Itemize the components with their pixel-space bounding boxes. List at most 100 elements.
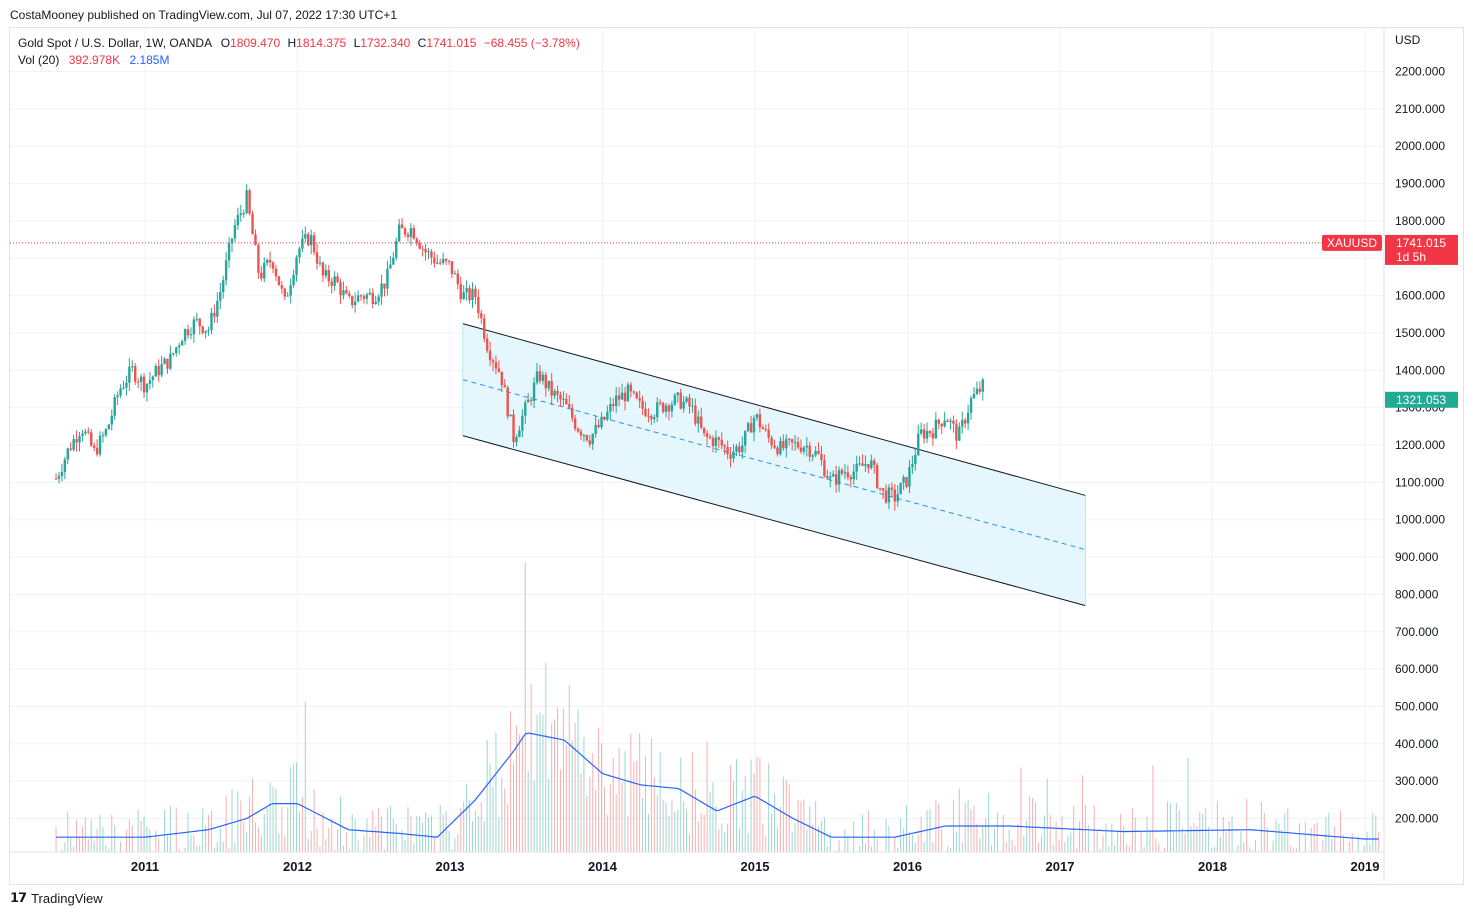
candle-body [614, 395, 618, 407]
candle-body [54, 478, 58, 480]
candle-body [855, 463, 858, 472]
candle-body [198, 318, 201, 327]
candle-body [207, 330, 210, 332]
candle-body [562, 398, 565, 400]
candle-body [201, 326, 204, 333]
candle-body [113, 397, 116, 416]
candle-body [277, 276, 281, 286]
candle-body [579, 431, 583, 436]
candle-body [351, 295, 354, 306]
y-tick-label: 1400.000 [1395, 363, 1445, 377]
candle-body [773, 445, 776, 448]
candle-body [433, 257, 436, 264]
candle-body [81, 433, 84, 437]
candle-body [283, 288, 286, 297]
candle-body [110, 415, 113, 425]
candle-body [576, 428, 580, 432]
y-tick-label: 300.000 [1395, 774, 1439, 788]
open-value: 1809.470 [230, 36, 281, 50]
candle-body [767, 429, 770, 438]
candle-body [477, 297, 480, 314]
legend-row-volume: Vol (20) 392.978K 2.185M [18, 52, 580, 69]
candle-body [890, 487, 894, 490]
candle-body [421, 248, 424, 250]
high-value: 1814.375 [296, 36, 347, 50]
candle-body [134, 366, 137, 382]
candle-body [667, 405, 671, 412]
candle-body [383, 283, 386, 289]
candle-body [503, 385, 506, 388]
countdown-text: 1d 5h [1396, 250, 1426, 264]
candle-body [893, 489, 896, 502]
candle-body [594, 424, 597, 434]
candle-body [881, 488, 885, 491]
candle-body [908, 467, 911, 487]
candle-body [688, 397, 691, 407]
candle-body [949, 420, 952, 423]
candle-body [392, 257, 395, 265]
candle-body [245, 190, 248, 213]
candle-body [752, 417, 756, 433]
candle-body [837, 470, 841, 485]
candle-body [339, 282, 342, 296]
candle-body [90, 432, 93, 446]
candle-body [494, 362, 498, 369]
candle-body [661, 402, 665, 412]
tradingview-brand[interactable]: 𝟭𝟳 TradingView [10, 890, 103, 906]
candle-body [412, 228, 416, 239]
candle-body [840, 470, 844, 474]
candle-body [570, 407, 574, 419]
candle-body [468, 287, 471, 301]
candle-body [864, 464, 867, 466]
candle-body [656, 402, 659, 418]
candle-body [307, 234, 310, 246]
candle-body [57, 476, 61, 479]
candle-body [849, 477, 853, 480]
candle-body [78, 436, 81, 443]
change-value: −68.455 (−3.78%) [483, 36, 580, 50]
candle-body [764, 429, 767, 431]
candle-body [873, 460, 876, 466]
candle-body [512, 414, 515, 443]
candle-body [242, 212, 245, 214]
candle-body [664, 405, 668, 412]
candle-body [832, 474, 835, 477]
y-tick-label: 1800.000 [1395, 214, 1445, 228]
candle-body [151, 376, 155, 381]
crosshair-price-text: 1321.053 [1396, 393, 1446, 407]
candle-body [389, 264, 392, 269]
candle-body [353, 301, 357, 306]
candle-body [808, 445, 811, 457]
candle-body [500, 371, 504, 386]
candle-body [928, 430, 932, 434]
candle-body [69, 448, 72, 450]
candle-body [955, 423, 958, 441]
candle-body [650, 416, 653, 420]
candle-body [166, 358, 169, 369]
candle-body [324, 270, 328, 276]
candle-body [565, 398, 568, 405]
chart-frame[interactable] [9, 27, 1464, 885]
volume-value: 392.978K [68, 53, 121, 67]
candle-body [606, 411, 609, 420]
candle-body [257, 245, 260, 273]
y-tick-label: 800.000 [1395, 587, 1439, 601]
candle-body [925, 430, 929, 439]
symbol-title[interactable]: Gold Spot / U.S. Dollar, 1W, OANDA [18, 36, 212, 50]
candle-body [204, 330, 207, 333]
high-label: H [287, 36, 297, 50]
candle-body [978, 388, 982, 392]
candle-body [940, 423, 943, 427]
close-label: C [417, 36, 427, 50]
time-axis: 2011 2012 2013 2014 2015 2016 2017 2018 2019 [131, 859, 1380, 874]
volume-label[interactable]: Vol (20) [18, 53, 60, 67]
candle-body [362, 296, 366, 299]
candle-body [952, 420, 955, 424]
candle-body [934, 419, 938, 439]
candle-body [796, 441, 800, 448]
y-tick-label: 600.000 [1395, 662, 1439, 676]
candle-body [823, 460, 826, 477]
candle-body [436, 262, 439, 264]
low-value: 1732.340 [360, 36, 411, 50]
